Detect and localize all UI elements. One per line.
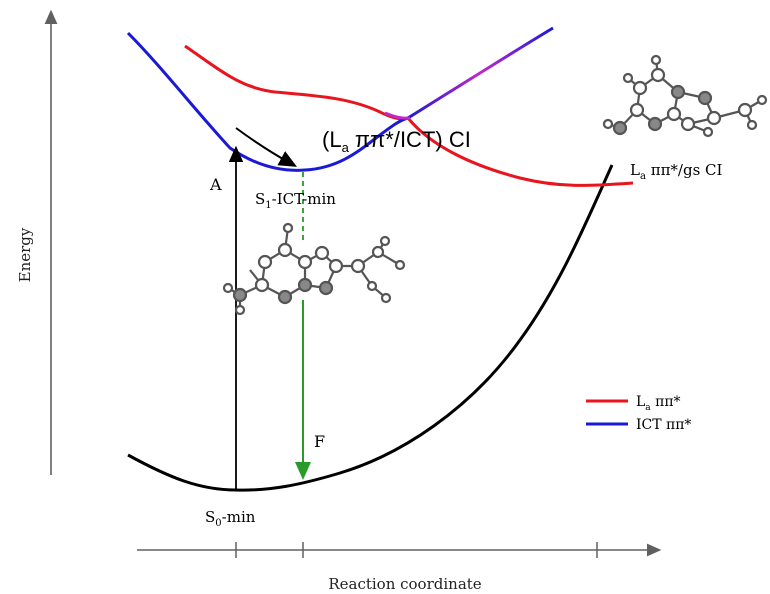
molecule-top-right-icon xyxy=(602,54,768,138)
absorption-label: A xyxy=(209,175,222,194)
crossing-segment xyxy=(384,111,411,120)
legend-label-la: La ππ* xyxy=(636,394,681,413)
legend: La ππ* ICT ππ* xyxy=(586,394,691,433)
la-gs-ci-label: La ππ*/gs CI xyxy=(630,161,723,182)
ground-state-curve xyxy=(127,164,614,492)
molecule-center-icon xyxy=(222,222,406,316)
legend-label-ict: ICT ππ* xyxy=(636,417,691,433)
x-axis-label: Reaction coordinate xyxy=(328,575,481,593)
ci-la-ict-label: (La ππ*/ICT) CI xyxy=(322,127,471,155)
y-axis-label: Energy xyxy=(16,227,34,282)
s1-ict-min-label: S1-ICT-min xyxy=(255,190,336,211)
ict-state-curve-upper xyxy=(407,26,554,120)
s0-min-label: S0-min xyxy=(205,508,256,529)
relaxation-arrow xyxy=(235,127,298,167)
fluorescence-label: F xyxy=(314,432,325,451)
ict-state-curve xyxy=(126,31,409,172)
